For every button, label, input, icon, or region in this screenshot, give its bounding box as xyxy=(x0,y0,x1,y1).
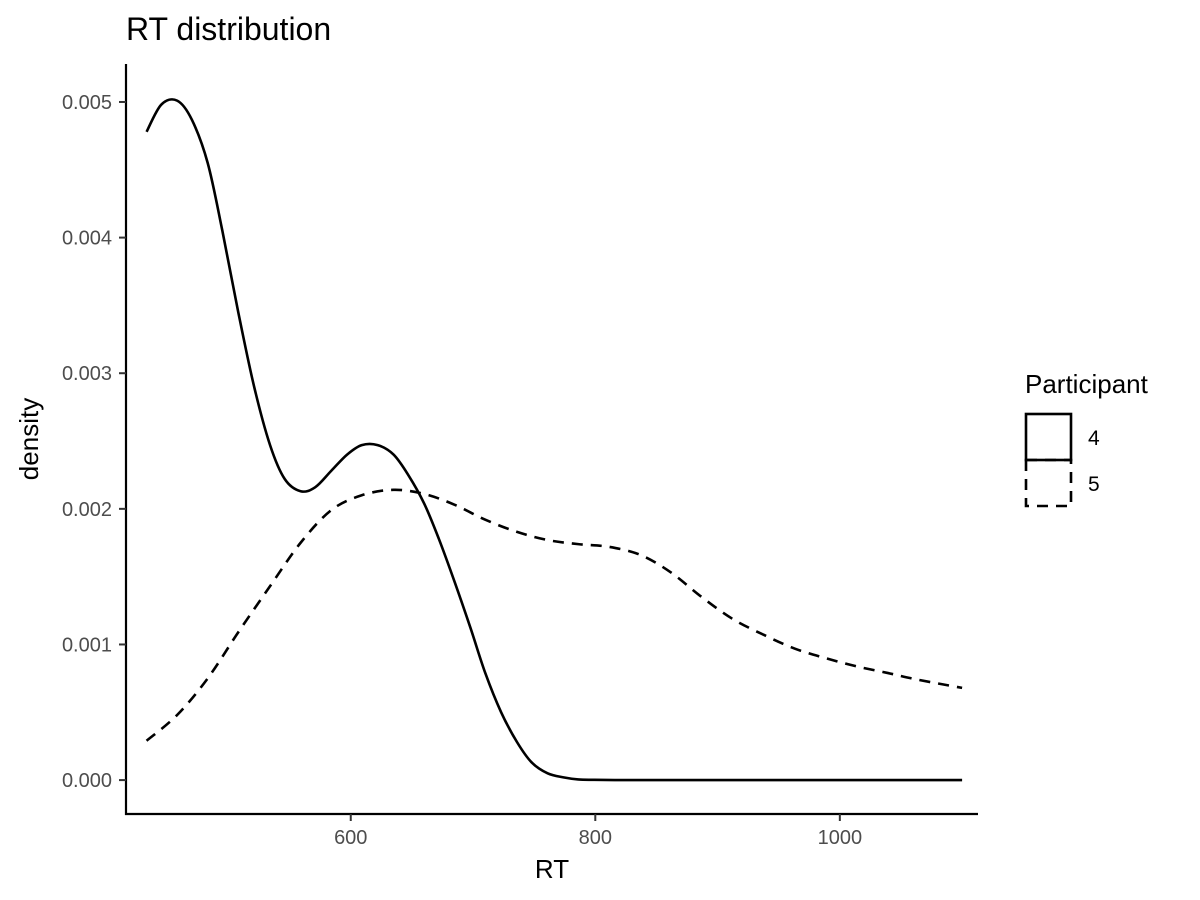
legend-label-5: 5 xyxy=(1088,473,1100,496)
y-tick-label: 0.003 xyxy=(62,363,112,385)
series-line-4 xyxy=(145,98,963,782)
y-axis-ticks: 0.000 0.001 0.002 0.003 0.004 0.005 xyxy=(62,92,126,792)
y-tick-label: 0.001 xyxy=(62,634,112,656)
series-layer xyxy=(145,98,963,782)
x-axis-title: RT xyxy=(535,854,569,884)
legend-key-5 xyxy=(1024,458,1073,508)
chart-title: RT distribution xyxy=(126,11,331,47)
x-axis-ticks: 600 800 1000 xyxy=(334,814,862,849)
y-axis-title: density xyxy=(14,398,44,480)
y-tick-label: 0.004 xyxy=(62,228,112,250)
x-tick-label: 800 xyxy=(579,827,612,849)
legend-items: 45 xyxy=(1024,412,1100,508)
y-tick-label: 0.000 xyxy=(62,770,112,792)
legend-label-4: 4 xyxy=(1088,427,1100,450)
x-tick-label: 1000 xyxy=(818,827,863,849)
series-line-5 xyxy=(145,488,963,742)
y-tick-label: 0.002 xyxy=(62,499,112,521)
legend-title: Participant xyxy=(1025,369,1149,399)
y-tick-label: 0.005 xyxy=(62,92,112,114)
legend-item-5: 5 xyxy=(1024,458,1100,508)
legend: Participant 45 xyxy=(1024,369,1149,508)
x-tick-label: 600 xyxy=(334,827,367,849)
plot-area: 600 800 1000 0.0000.0010.0020.0030.0040.00… xyxy=(62,64,978,849)
